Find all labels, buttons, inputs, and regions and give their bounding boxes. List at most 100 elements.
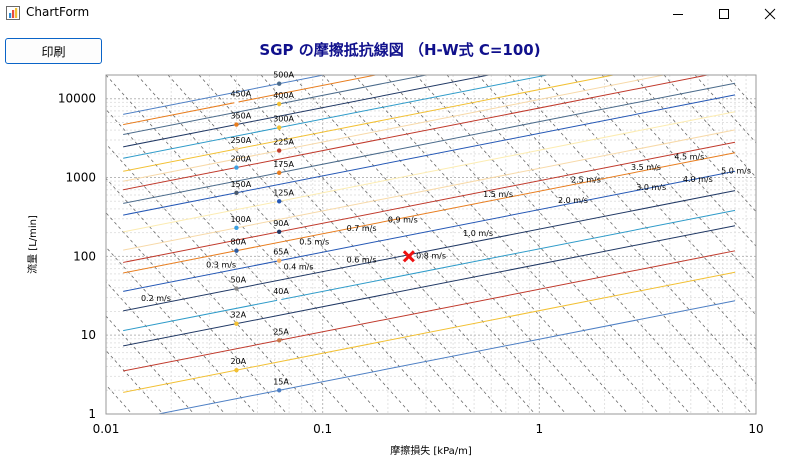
velocity-label: 0.9 m/s: [388, 216, 418, 225]
x-tick-label: 0.1: [313, 422, 332, 436]
pipe-flow-line: [123, 111, 736, 233]
x-tick-label: 1: [536, 422, 544, 436]
pipe-size-label: 150A: [230, 180, 251, 189]
velocity-line: [106, 384, 133, 414]
window-titlebar: ChartForm: [0, 0, 787, 27]
velocity-label: 2.0 m/s: [558, 196, 588, 205]
print-button[interactable]: 印刷: [5, 38, 102, 64]
pipe-size-label: 25A: [273, 327, 289, 336]
maximize-icon: [719, 8, 729, 19]
y-tick-label: 1: [88, 407, 96, 421]
velocity-label: 0.6 m/s: [347, 255, 377, 264]
x-tick-label: 0.01: [93, 422, 120, 436]
pipe-size-label: 450A: [230, 89, 251, 98]
velocity-line: [694, 75, 756, 144]
velocity-line: [0, 75, 8, 414]
velocity-label: 0.2 m/s: [141, 294, 171, 303]
pipe-size-point: [234, 367, 239, 373]
pipe-flow-line: [123, 82, 736, 204]
minimize-button[interactable]: [655, 0, 701, 27]
velocity-line: [106, 349, 164, 414]
velocity-line: [0, 75, 101, 414]
pipe-size-label: 15A: [273, 377, 289, 386]
pipe-size-point: [234, 146, 239, 152]
pipe-size-point: [234, 165, 239, 170]
pipe-size-label: 90A: [273, 219, 289, 228]
close-button[interactable]: [747, 0, 787, 27]
velocity-line: [353, 75, 660, 414]
pipe-size-point: [276, 81, 282, 86]
velocity-line: [229, 75, 536, 414]
friction-loss-chart: 15A 20A 25A 32A 40A 50A 65A 80A 90A 100A 125A 150A 1…: [0, 71, 787, 457]
velocity-line: [322, 75, 629, 414]
pipe-size-label: 200A: [230, 155, 251, 164]
x-tick-label: 10: [748, 422, 763, 436]
pipe-size-label: 80A: [230, 238, 246, 247]
pipe-flow-line: [123, 75, 550, 159]
velocity-line: [106, 246, 257, 414]
pipe-flow-line: [123, 75, 667, 182]
velocity-label: 3.5 m/s: [631, 163, 661, 172]
velocity-line: [508, 75, 756, 351]
plot-border: [105, 74, 757, 415]
pipe-size-point: [276, 148, 282, 153]
pipe-flow-line: [123, 190, 736, 312]
pipe-flow-line: [123, 152, 736, 274]
velocity-label: 3.0 m/s: [636, 183, 666, 192]
maximize-button[interactable]: [701, 0, 747, 27]
velocity-line: [106, 315, 195, 414]
pipe-size-label: 125A: [273, 188, 294, 197]
pipe-size-label: 400A: [273, 91, 294, 100]
pipe-size-point: [276, 199, 282, 204]
y-tick-label: 1000: [65, 171, 96, 185]
velocity-label: 0.8 m/s: [416, 251, 446, 260]
pipe-flow-line: [123, 75, 429, 136]
pipe-size-point: [276, 388, 282, 393]
pipe-size-label: 100A: [230, 215, 251, 224]
pipe-size-point: [276, 258, 282, 263]
pipe-size-point: [234, 321, 239, 326]
y-axis-label: 流量 [L/min]: [26, 215, 39, 274]
pipe-flow-line: [155, 300, 736, 414]
pipe-flow-line: [123, 75, 379, 126]
pipe-size-point: [234, 190, 239, 196]
pipe-flow-line: [123, 141, 736, 263]
velocity-line: [757, 75, 787, 414]
pipe-size-label: 300A: [273, 115, 294, 124]
pipe-flow-line: [123, 129, 736, 251]
pipe-size-point: [234, 122, 239, 127]
pipe-size-point: [234, 225, 239, 231]
pipe-flow-line: [123, 75, 492, 148]
pipe-size-point: [234, 100, 239, 105]
pipe-size-label: 32A: [230, 311, 246, 320]
pipe-flow-line: [123, 94, 736, 216]
pipe-size-label: 65A: [273, 248, 289, 257]
velocity-label: 0.7 m/s: [347, 224, 377, 233]
velocity-label: 1.5 m/s: [483, 190, 513, 199]
velocity-line: [477, 75, 756, 385]
chart-title: SGP の摩擦抵抗線図 （H-W式 C=100): [259, 41, 541, 59]
y-tick-label: 10: [81, 328, 96, 342]
pipe-size-label: 175A: [273, 160, 294, 169]
pipe-size-point: [276, 170, 282, 175]
pipe-size-label: 50A: [230, 276, 246, 285]
velocity-line: [167, 75, 474, 414]
velocity-line: [601, 75, 756, 247]
velocity-label: 5.0 m/s: [721, 166, 751, 175]
pipe-flow-line: [123, 75, 616, 172]
pipe-size-point: [276, 101, 282, 107]
velocity-line: [384, 75, 691, 414]
velocity-line: [539, 75, 756, 316]
velocity-line: [106, 212, 288, 414]
plot-series-group: [0, 75, 787, 414]
pipe-size-label: 500A: [273, 71, 294, 80]
velocity-line: [260, 75, 567, 414]
x-axis-label: 摩擦損失 [kPa/m]: [390, 444, 472, 457]
pipe-flow-line: [123, 75, 711, 191]
velocity-label: 4.5 m/s: [674, 152, 704, 161]
pipe-size-point: [234, 286, 239, 291]
velocity-line: [106, 143, 350, 414]
velocity-label: 4.0 m/s: [683, 175, 713, 184]
pipe-size-label: 40A: [273, 287, 289, 296]
pipe-size-point: [276, 125, 282, 130]
